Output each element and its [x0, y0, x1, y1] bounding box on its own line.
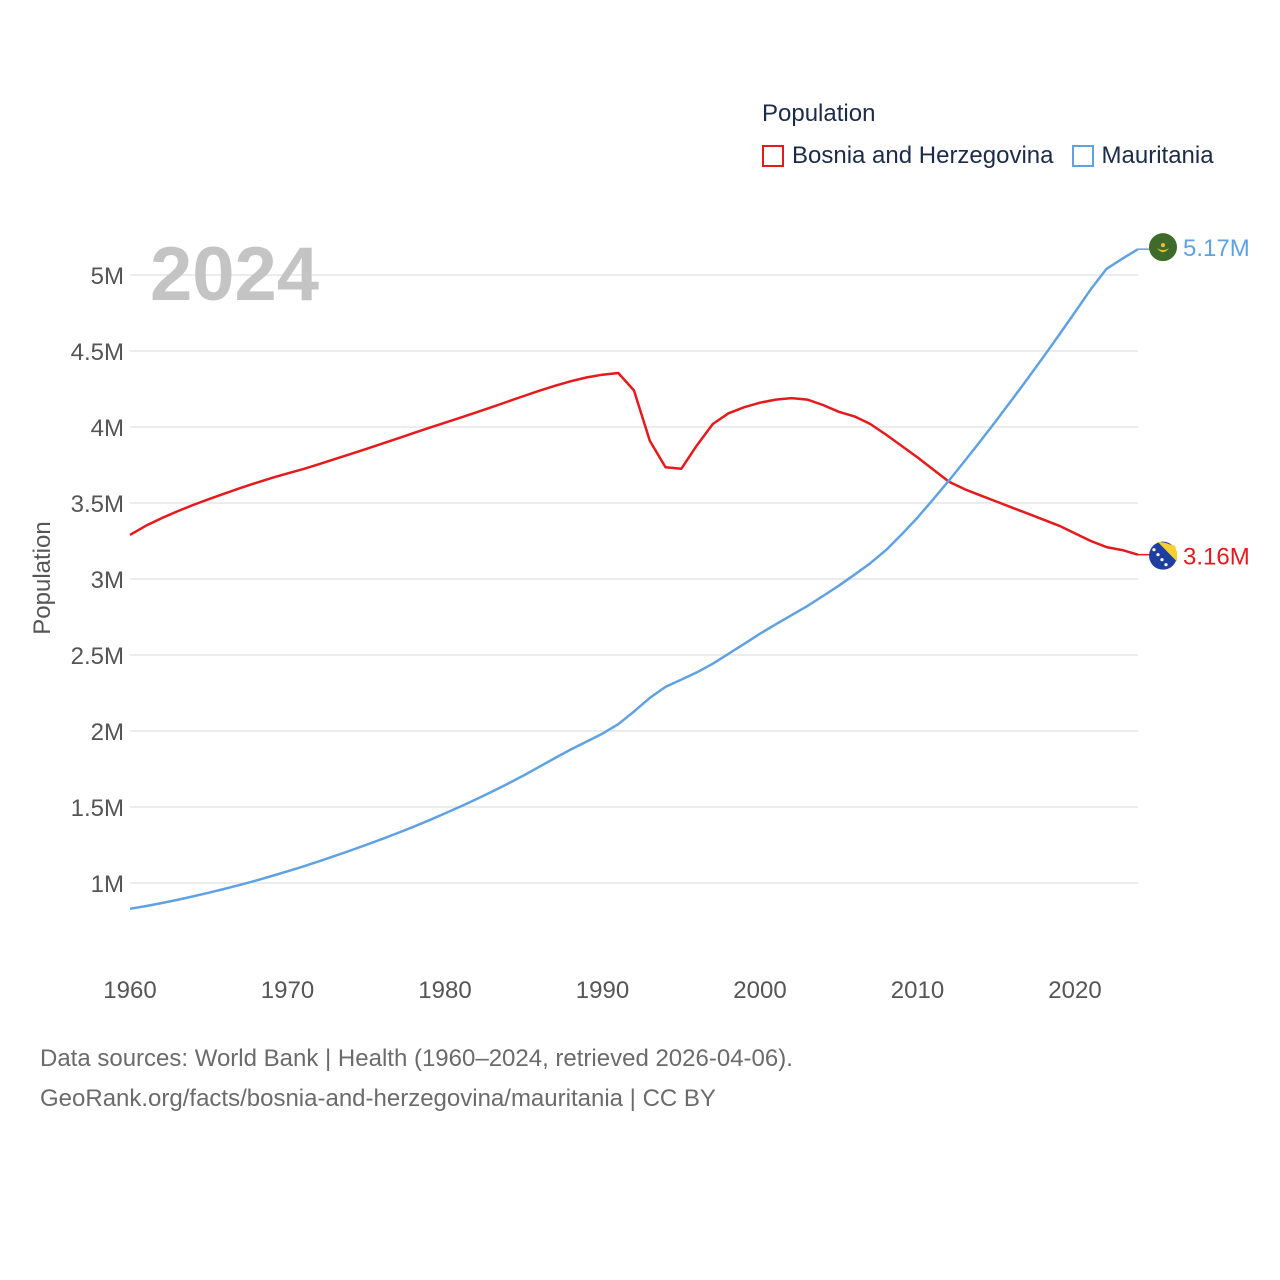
series-end-markers: 3.16M 5.17M: [1138, 233, 1250, 571]
series-line-bosnia-and-herzegovina[interactable]: [129, 371, 1139, 556]
x-tick-label: 1990: [576, 977, 629, 1004]
series-line-mauritania[interactable]: [129, 248, 1139, 911]
y-tick-labels: 1M 1.5M 2M 2.5M 3M 3.5M 4M 4.5M 5M: [71, 263, 124, 898]
y-tick-label: 1.5M: [71, 795, 124, 822]
x-tick-labels: 1960 1970 1980 1990 2000 2010 2020: [103, 977, 1101, 1004]
legend-swatch-mauritania: [1071, 145, 1094, 167]
legend-item-mauritania[interactable]: Mauritania: [1071, 142, 1214, 170]
y-tick-label: 2.5M: [71, 643, 124, 670]
grid-lines: [130, 274, 1138, 884]
x-tick-label: 2020: [1048, 977, 1101, 1004]
data-source-text: Data sources: World Bank | Health (1960–…: [40, 1045, 793, 1072]
y-tick-label: 3.5M: [71, 491, 124, 518]
end-value-label-mauritania: 5.17M: [1183, 235, 1250, 262]
x-tick-label: 1980: [418, 977, 471, 1004]
legend-item-bosnia[interactable]: Bosnia and Herzegovina: [762, 142, 1054, 170]
legend-label-bosnia: Bosnia and Herzegovina: [792, 142, 1054, 169]
flag-icon-mauritania: [1149, 233, 1177, 262]
x-tick-label: 2000: [733, 977, 786, 1004]
legend-label-mauritania: Mauritania: [1101, 142, 1214, 169]
source-url-text[interactable]: GeoRank.org/facts/bosnia-and-herzegovina…: [40, 1085, 716, 1112]
end-value-label-bosnia-and-herzegovina: 3.16M: [1183, 544, 1250, 571]
y-tick-label: 4M: [91, 415, 124, 442]
x-tick-label: 1960: [103, 977, 156, 1004]
x-tick-label: 1970: [261, 977, 314, 1004]
y-tick-label: 2M: [91, 719, 124, 746]
year-label: 2024: [150, 232, 319, 317]
legend-title: Population: [762, 100, 876, 127]
legend-swatch-bosnia: [762, 145, 784, 167]
y-tick-label: 1M: [91, 871, 124, 898]
series-lines: [129, 248, 1139, 911]
y-tick-label: 5M: [91, 263, 124, 290]
y-tick-label: 4.5M: [71, 339, 124, 366]
flag-icon-bosnia-and-herzegovina: [1149, 541, 1177, 570]
x-tick-label: 2010: [891, 977, 944, 1004]
legend: Bosnia and Herzegovina Mauritania: [762, 142, 1232, 170]
y-tick-label: 3M: [91, 567, 124, 594]
y-axis-label: Population: [29, 521, 56, 634]
